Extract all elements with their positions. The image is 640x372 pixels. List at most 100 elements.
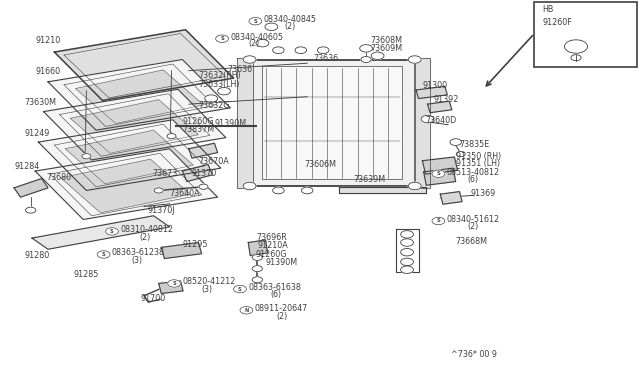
Text: (2): (2) [248,39,260,48]
Text: 73639M: 73639M [353,175,385,184]
Circle shape [97,251,110,258]
Text: S: S [110,229,114,234]
Text: (3): (3) [202,285,212,294]
Polygon shape [159,281,183,294]
Text: (6): (6) [467,175,478,184]
Text: 91260F: 91260F [543,18,572,27]
Text: 91700: 91700 [141,294,166,303]
Text: 08340-40605: 08340-40605 [230,33,284,42]
Text: 91300: 91300 [422,81,447,90]
Circle shape [273,187,284,194]
Text: 08911-20647: 08911-20647 [255,304,308,313]
Circle shape [401,258,413,266]
Text: ^736* 00 9: ^736* 00 9 [451,350,497,359]
Polygon shape [14,179,48,197]
Circle shape [252,277,262,283]
Text: 91390M: 91390M [214,119,246,128]
Text: 73630M: 73630M [24,98,56,107]
Circle shape [450,139,461,145]
Polygon shape [38,120,221,190]
Polygon shape [54,30,234,100]
Text: 73632G: 73632G [198,101,230,110]
Text: 73696R: 73696R [256,233,287,242]
Circle shape [256,39,269,47]
Polygon shape [189,143,218,158]
Text: 91249: 91249 [24,129,50,138]
Text: (2): (2) [140,233,151,242]
Text: 08363-61638: 08363-61638 [248,283,301,292]
Text: 73835E: 73835E [460,140,490,149]
Polygon shape [65,130,193,184]
Polygon shape [182,164,212,182]
Polygon shape [32,216,170,249]
Polygon shape [440,192,462,204]
Polygon shape [339,187,426,193]
Text: (3): (3) [131,256,142,265]
Text: 73680: 73680 [46,173,71,182]
Text: S: S [436,218,440,224]
Circle shape [243,56,256,63]
Polygon shape [44,89,226,160]
Circle shape [26,207,36,213]
Circle shape [252,254,262,260]
Text: 08363-61238: 08363-61238 [112,248,165,257]
Text: (2): (2) [276,312,288,321]
Circle shape [199,184,208,189]
Text: 08513-40812: 08513-40812 [447,168,500,177]
Circle shape [167,134,176,139]
Text: 91350 (RH): 91350 (RH) [456,152,501,161]
Text: 91295: 91295 [182,240,208,249]
Polygon shape [161,243,202,259]
Circle shape [295,47,307,54]
Text: (2): (2) [285,22,296,31]
Circle shape [401,231,413,238]
Polygon shape [61,159,190,213]
Circle shape [234,285,246,293]
Text: 91390M: 91390M [266,258,298,267]
Polygon shape [248,240,268,256]
Text: 73608M: 73608M [370,36,402,45]
Text: 91369: 91369 [470,189,495,198]
Polygon shape [415,58,430,188]
Text: 73640D: 73640D [426,116,457,125]
Circle shape [432,217,445,225]
Circle shape [265,23,278,31]
Text: S: S [102,252,106,257]
Circle shape [401,239,413,246]
Polygon shape [70,100,198,153]
Text: S: S [220,36,224,41]
Circle shape [252,266,262,272]
Polygon shape [424,168,456,185]
Circle shape [360,45,372,52]
Polygon shape [35,149,218,219]
Text: S: S [253,19,257,24]
Text: 73837M: 73837M [182,125,214,134]
Text: 73632(RH): 73632(RH) [198,71,241,80]
Text: 91351 (LH): 91351 (LH) [456,159,500,168]
Text: S: S [172,281,176,286]
Circle shape [401,266,413,273]
Text: 73670A: 73670A [198,157,229,166]
Circle shape [273,47,284,54]
Text: 08310-40812: 08310-40812 [120,225,173,234]
Text: 91660: 91660 [35,67,60,76]
Polygon shape [48,60,230,130]
Circle shape [571,55,581,61]
Circle shape [408,182,421,190]
Text: 73640A: 73640A [170,189,200,198]
Text: S: S [238,286,242,292]
Circle shape [456,151,465,157]
Polygon shape [428,101,452,113]
Circle shape [205,95,218,102]
Circle shape [240,307,253,314]
Circle shape [106,228,118,235]
Text: 91260G: 91260G [182,118,214,126]
Circle shape [401,248,413,256]
Text: 91392: 91392 [434,95,460,104]
Polygon shape [76,70,204,124]
Text: 73633(LH): 73633(LH) [198,80,240,89]
Text: 91370J: 91370J [147,206,175,215]
Text: (6): (6) [270,291,281,299]
Polygon shape [262,66,402,179]
Text: 91285: 91285 [74,270,99,279]
